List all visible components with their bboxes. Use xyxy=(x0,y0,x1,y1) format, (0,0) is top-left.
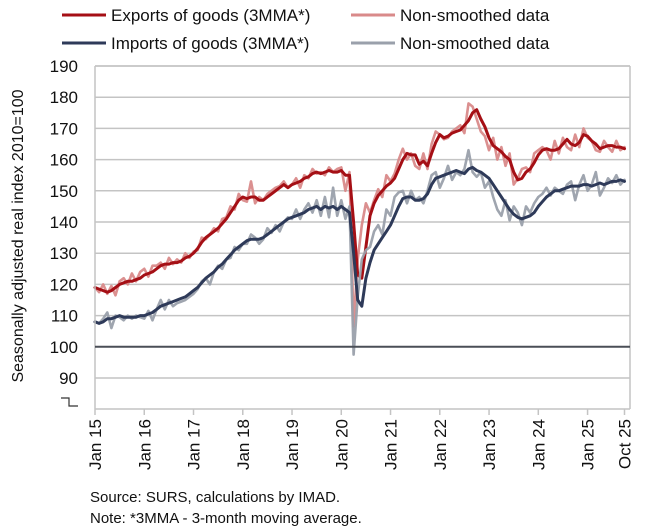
x-tick-label: Jan 16 xyxy=(135,419,154,470)
legend-label-imports-3mma: Imports of goods (3MMA*) xyxy=(111,34,309,53)
y-axis-title: Seasonally adjusted real index 2010=100 xyxy=(10,89,27,382)
x-tick-label: Jan 22 xyxy=(431,419,450,470)
x-axis: Jan 15 Jan 16 Jan 17 Jan 18 Jan 19 Jan 20 Jan … xyxy=(86,408,635,470)
series-lines xyxy=(93,102,626,356)
footnote: Note: *3MMA - 3-month moving average. xyxy=(90,510,362,527)
x-tick-label: Jan 17 xyxy=(185,419,204,470)
y-tick-label: 180 xyxy=(50,88,78,107)
y-tick-label: 120 xyxy=(50,275,78,294)
series-line-imports-3mma xyxy=(93,165,626,325)
y-axis-ticks: 90 100 110 120 130 140 150 160 170 180 190 xyxy=(50,57,78,407)
series-line-imports-raw xyxy=(93,148,626,356)
axis-break-icon xyxy=(61,397,78,407)
x-tick-label: Jan 19 xyxy=(283,419,302,470)
x-tick-label: Jan 25 xyxy=(579,419,598,470)
y-tick-label: 110 xyxy=(51,307,78,326)
y-tick-label: 150 xyxy=(50,182,78,201)
legend-label-exports-3mma: Exports of goods (3MMA*) xyxy=(111,6,310,25)
y-tick-label: 170 xyxy=(50,119,78,138)
y-tick-label: 160 xyxy=(50,151,78,170)
x-tick-label: Jan 21 xyxy=(382,419,401,470)
y-tick-label: 190 xyxy=(50,57,78,76)
legend-label-imports-raw: Non-smoothed data xyxy=(400,34,550,53)
x-tick-label: Jan 24 xyxy=(529,419,548,470)
plot-frame xyxy=(94,65,631,409)
x-tick-label: Jan 20 xyxy=(332,419,351,470)
y-tick-label: 90 xyxy=(59,369,78,388)
series-line-exports-raw xyxy=(93,102,626,328)
x-tick-label: Jan 18 xyxy=(234,419,253,470)
y-tick-label: 100 xyxy=(50,338,78,357)
legend: Exports of goods (3MMA*) Non-smoothed da… xyxy=(62,6,550,53)
legend-label-exports-raw: Non-smoothed data xyxy=(400,6,550,25)
series-line-exports-3mma xyxy=(93,108,626,294)
y-tick-label: 140 xyxy=(50,213,78,232)
x-tick-label: Jan 15 xyxy=(86,419,105,470)
x-tick-label: Jan 23 xyxy=(480,419,499,470)
y-tick-label: 130 xyxy=(50,244,78,263)
x-tick-label: Oct 25 xyxy=(616,419,635,469)
source-note: Source: SURS, calculations by IMAD. xyxy=(90,489,341,506)
